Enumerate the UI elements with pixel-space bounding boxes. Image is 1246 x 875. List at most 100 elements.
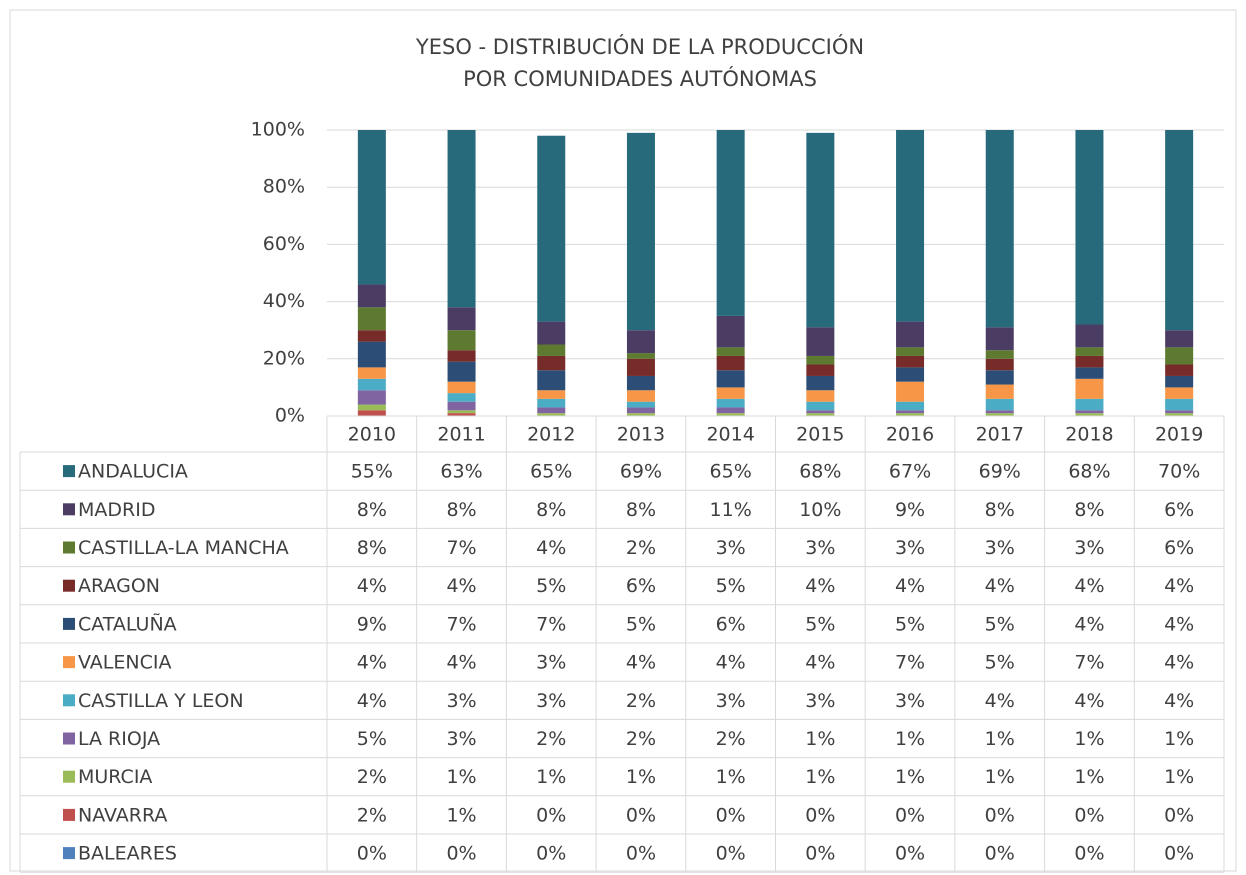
- chart-title: POR COMUNIDADES AUTÓNOMAS: [463, 66, 817, 91]
- x-tick-label: 2018: [1065, 424, 1113, 446]
- bar-segment: [357, 341, 386, 368]
- table-cell: 1%: [805, 766, 835, 788]
- bar-segment: [1165, 364, 1194, 376]
- bar-segment: [447, 350, 476, 362]
- bar-segment: [806, 410, 835, 414]
- bar-segment: [447, 361, 476, 382]
- table-cell: 0%: [1164, 804, 1194, 826]
- table-cell: 4%: [357, 652, 387, 674]
- bar-segment: [985, 384, 1014, 399]
- bar-segment: [1165, 347, 1194, 365]
- bar-segment: [537, 344, 566, 356]
- bar-segment: [1075, 347, 1104, 356]
- table-cell: 1%: [1074, 728, 1104, 750]
- table-cell: 7%: [446, 613, 476, 635]
- bar-segment: [716, 413, 745, 416]
- bar-segment: [357, 330, 386, 342]
- table-cell: 5%: [357, 728, 387, 750]
- table-cell: 2%: [626, 728, 656, 750]
- bar-segment: [896, 367, 925, 382]
- table-cell: 0%: [446, 843, 476, 865]
- legend-label: CASTILLA Y LEON: [78, 690, 244, 712]
- table-cell: 3%: [805, 690, 835, 712]
- bar-segment: [1165, 387, 1194, 399]
- bar-segment: [716, 347, 745, 356]
- table-cell: 0%: [1074, 804, 1104, 826]
- bar-segment: [1075, 378, 1104, 399]
- table-cell: 7%: [536, 613, 566, 635]
- bar-segment: [896, 410, 925, 414]
- table-cell: 0%: [805, 843, 835, 865]
- legend-label: VALENCIA: [78, 652, 171, 674]
- bar-segment: [896, 347, 925, 356]
- bar-segment: [1165, 398, 1194, 411]
- bar-segment: [447, 307, 476, 331]
- table-cell: 3%: [716, 537, 746, 559]
- table-cell: 4%: [536, 537, 566, 559]
- y-tick-label: 0%: [275, 405, 305, 427]
- table-cell: 4%: [805, 652, 835, 674]
- table-cell: 3%: [895, 537, 925, 559]
- bar-segment: [1075, 413, 1104, 416]
- table-cell: 6%: [1164, 537, 1194, 559]
- table-cell: 2%: [716, 728, 746, 750]
- table-cell: 4%: [1074, 690, 1104, 712]
- x-tick-label: 2014: [706, 424, 754, 446]
- table-cell: 8%: [446, 499, 476, 521]
- bar-segment: [716, 370, 745, 388]
- table-cell: 5%: [716, 575, 746, 597]
- bar-segment: [806, 355, 835, 365]
- table-cell: 8%: [536, 499, 566, 521]
- table-cell: 1%: [626, 766, 656, 788]
- table-cell: 1%: [895, 766, 925, 788]
- table-cell: 3%: [536, 690, 566, 712]
- bar-segment: [806, 401, 835, 411]
- table-cell: 0%: [895, 804, 925, 826]
- table-cell: 4%: [805, 575, 835, 597]
- table-cell: 0%: [985, 804, 1015, 826]
- table-cell: 63%: [440, 461, 482, 483]
- y-tick-label: 80%: [263, 176, 305, 198]
- table-cell: 0%: [1074, 843, 1104, 865]
- bar-segment: [626, 330, 655, 354]
- bar-segment: [447, 410, 476, 414]
- table-cell: 1%: [805, 728, 835, 750]
- bar-segment: [896, 401, 925, 411]
- table-cell: 8%: [1074, 499, 1104, 521]
- table-cell: 4%: [1164, 652, 1194, 674]
- table-cell: 5%: [985, 613, 1015, 635]
- table-cell: 3%: [446, 728, 476, 750]
- bar-segment: [626, 375, 655, 391]
- table-cell: 2%: [536, 728, 566, 750]
- table-cell: 69%: [620, 461, 662, 483]
- bar-segment: [985, 327, 1014, 351]
- legend-key: [63, 694, 75, 707]
- bar-segment: [447, 401, 476, 411]
- table-cell: 0%: [536, 843, 566, 865]
- table-cell: 6%: [626, 575, 656, 597]
- table-cell: 5%: [895, 613, 925, 635]
- table-cell: 2%: [357, 766, 387, 788]
- legend-key: [63, 617, 75, 630]
- bar-segment: [1075, 367, 1104, 379]
- legend-key: [63, 732, 75, 745]
- table-cell: 4%: [1074, 575, 1104, 597]
- legend-label: LA RIOJA: [78, 728, 160, 750]
- table-cell: 1%: [446, 804, 476, 826]
- table-cell: 3%: [1074, 537, 1104, 559]
- bar-segment: [447, 130, 476, 308]
- table-cell: 6%: [716, 613, 746, 635]
- bar-segment: [716, 355, 745, 371]
- legend-key: [63, 808, 75, 821]
- table-cell: 0%: [1164, 843, 1194, 865]
- table-cell: 0%: [895, 843, 925, 865]
- bar-segment: [985, 130, 1014, 328]
- bar-segment: [357, 390, 386, 405]
- bar-segment: [896, 321, 925, 348]
- table-cell: 67%: [889, 461, 931, 483]
- bar-segment: [357, 130, 386, 285]
- bar-segment: [1075, 324, 1104, 348]
- bar-segment: [447, 393, 476, 402]
